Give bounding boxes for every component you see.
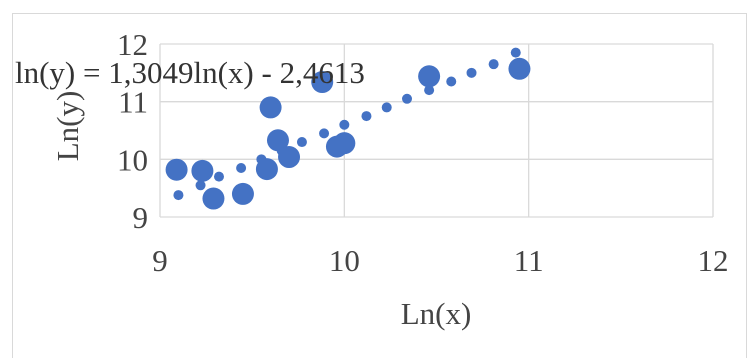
data-point-large [418, 65, 441, 88]
tick-labels: 9 10 11 12 9 10 11 12 [117, 27, 729, 278]
data-point-small [296, 137, 307, 148]
y-tick-label: 9 [133, 200, 149, 235]
data-point-small [319, 128, 330, 139]
y-tick-label: 10 [117, 142, 148, 177]
x-tick-label: 10 [329, 243, 360, 278]
data-point-small [466, 67, 477, 78]
data-point-small [173, 190, 184, 201]
data-point-large [508, 57, 531, 80]
x-tick-label: 9 [152, 243, 168, 278]
y-tick-label: 11 [118, 85, 148, 120]
data-points [165, 47, 531, 210]
data-point-small [510, 47, 521, 58]
data-point-small [446, 76, 457, 87]
data-point-small [488, 59, 499, 70]
data-point-small [361, 111, 372, 122]
data-point-small [339, 119, 350, 130]
data-point-large [259, 96, 282, 119]
data-point-small [402, 93, 413, 104]
x-tick-label: 11 [514, 243, 544, 278]
trendline-equation: ln(y) = 1,3049ln(x) - 2,4613 [15, 55, 365, 90]
data-point-small [236, 162, 247, 173]
x-axis-title: Ln(x) [401, 296, 472, 331]
data-point-large [165, 158, 188, 181]
y-axis-title: Ln(y) [50, 91, 85, 162]
data-point-large [266, 129, 289, 152]
data-point-large [191, 159, 214, 182]
data-point-small [381, 102, 392, 113]
data-point-large [202, 187, 225, 210]
data-point-large [278, 146, 301, 169]
data-point-small [195, 180, 206, 191]
x-tick-label: 12 [698, 243, 729, 278]
data-point-small [424, 85, 435, 96]
data-point-large [311, 71, 334, 94]
chart-frame [12, 13, 747, 358]
y-tick-label: 12 [117, 27, 148, 62]
data-point-large [255, 158, 278, 181]
data-point-small [213, 171, 224, 182]
data-point-large [231, 182, 254, 205]
data-point-large [333, 132, 356, 155]
